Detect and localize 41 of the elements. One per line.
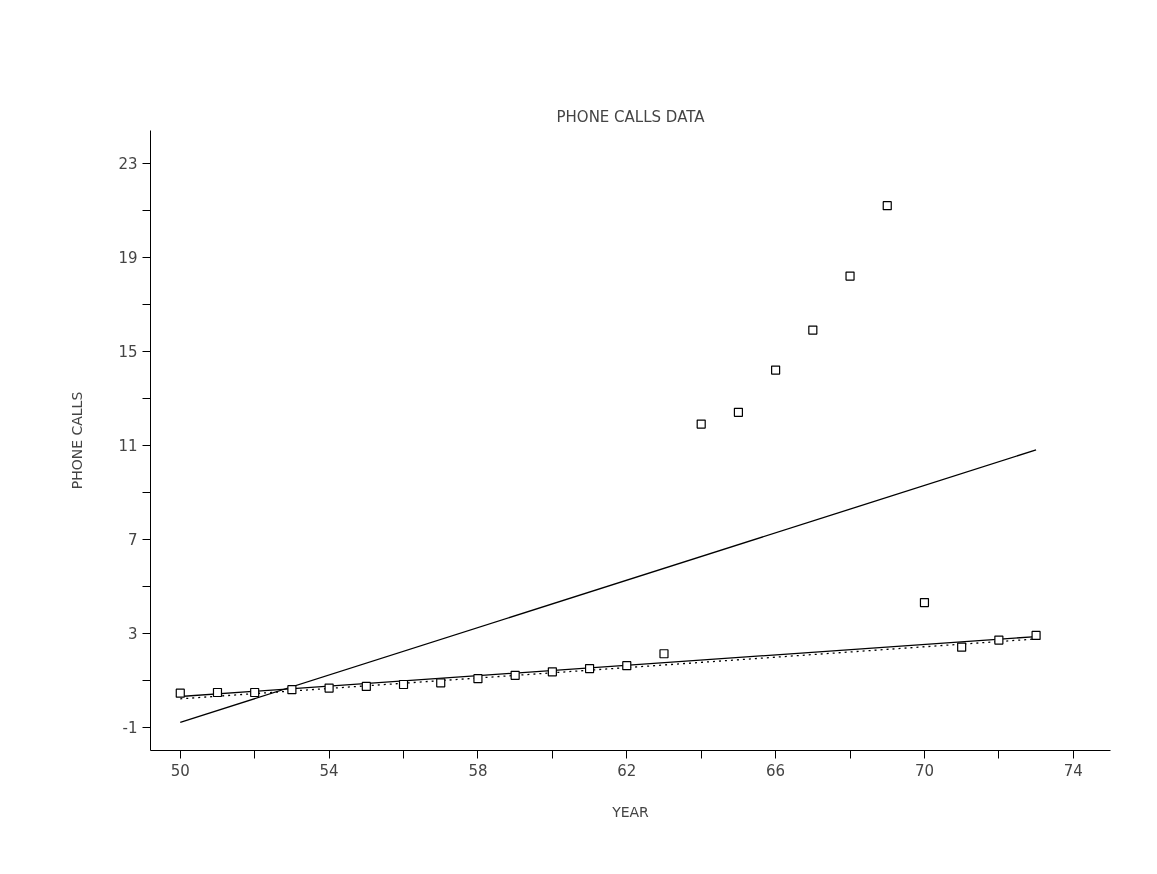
y-tick-label: 15 [118, 343, 138, 362]
point [659, 649, 669, 659]
point [212, 687, 223, 698]
y-tick-label: 11 [118, 437, 138, 456]
point [361, 681, 371, 691]
point [1031, 630, 1041, 641]
point [436, 678, 446, 688]
point [510, 670, 520, 680]
point [808, 325, 818, 335]
point [622, 661, 632, 671]
point [845, 271, 855, 281]
point [250, 687, 260, 698]
y-tick-label: -1 [122, 719, 138, 738]
y-tick-label: 3 [127, 625, 138, 644]
y-axis-title: PHONE CALLS [69, 391, 86, 490]
y-tick-label: 19 [118, 249, 138, 268]
point [696, 419, 706, 429]
point [324, 683, 334, 693]
x-tick-label: 62 [617, 761, 637, 780]
point [882, 201, 892, 211]
x-tick-label: 70 [914, 761, 934, 780]
x-axis-title: YEAR [611, 803, 650, 820]
x-tick-label: 54 [319, 761, 339, 780]
point [473, 674, 483, 684]
chart-title: PHONE CALLS DATA [556, 107, 706, 126]
point [957, 642, 967, 652]
point [398, 679, 409, 690]
point [771, 365, 781, 375]
y-tick-label: 23 [118, 155, 138, 174]
x-tick-label: 58 [468, 761, 488, 780]
point [733, 407, 744, 417]
x-tick-label: 66 [766, 761, 786, 780]
point [994, 635, 1004, 645]
x-tick-label: 50 [170, 761, 190, 780]
point [547, 667, 557, 677]
y-tick-label: 7 [127, 531, 138, 550]
point [919, 597, 930, 608]
point [175, 688, 185, 698]
point [584, 663, 595, 674]
x-tick-label: 74 [1063, 761, 1083, 780]
point [287, 685, 297, 695]
